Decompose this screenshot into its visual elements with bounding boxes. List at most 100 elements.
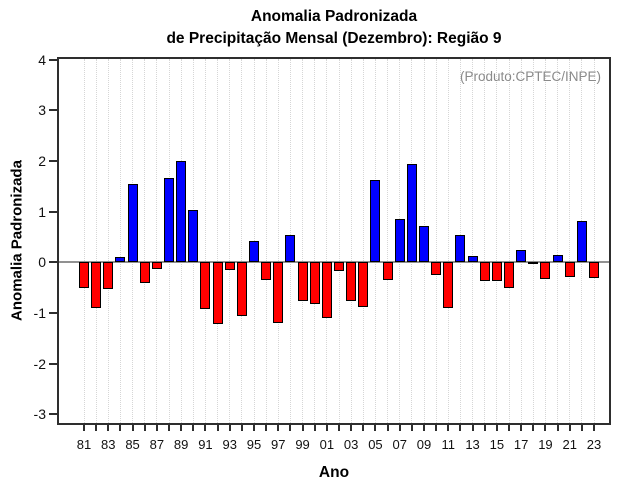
- y-tick: [49, 413, 57, 416]
- bar-84: [115, 257, 125, 262]
- bar-86: [140, 262, 150, 283]
- bar-00: [310, 262, 320, 304]
- x-tick: [95, 425, 98, 431]
- x-tick: [253, 425, 255, 431]
- y-tick-label: -3: [33, 406, 46, 423]
- x-tick: [423, 425, 425, 431]
- x-axis-title: Ano: [318, 464, 350, 481]
- x-tick: [338, 425, 340, 431]
- bar-87: [152, 262, 162, 269]
- bar-10: [431, 262, 441, 275]
- x-tick: [520, 425, 523, 431]
- gridline: [362, 59, 364, 423]
- bar-20: [553, 255, 563, 262]
- x-tick: [265, 425, 268, 431]
- gridline: [544, 59, 546, 423]
- bar-09: [419, 226, 429, 262]
- x-tick: [228, 425, 231, 431]
- bar-82: [91, 262, 101, 308]
- x-tick: [240, 425, 243, 431]
- x-tick: [119, 425, 122, 431]
- x-tick: [325, 425, 328, 431]
- y-tick-label: -1: [33, 305, 46, 321]
- bar-90: [188, 210, 198, 262]
- x-tick: [593, 425, 595, 431]
- bar-05: [370, 180, 380, 262]
- bar-93: [225, 262, 235, 270]
- bar-14: [480, 262, 490, 281]
- gridline: [83, 59, 85, 423]
- chart-title-line-2: de Precipitação Mensal (Dezembro): Regiã…: [166, 30, 502, 47]
- x-tick-label: 87: [149, 437, 165, 452]
- bar-85: [128, 184, 138, 262]
- x-tick: [386, 425, 389, 431]
- x-tick: [192, 425, 195, 431]
- bar-21: [565, 262, 575, 277]
- annotation-produto: (Produto:CPTEC/INPE): [459, 69, 601, 84]
- x-tick: [155, 425, 158, 431]
- bar-18: [528, 262, 538, 264]
- y-tick-label: 2: [38, 152, 46, 169]
- x-tick: [362, 425, 365, 431]
- x-tick-label: 89: [173, 437, 189, 452]
- x-tick-label: 07: [392, 437, 407, 452]
- gridline: [569, 59, 571, 423]
- x-tick: [508, 425, 510, 431]
- x-tick: [556, 425, 559, 431]
- x-tick: [301, 425, 304, 431]
- x-tick: [471, 425, 474, 431]
- x-tick-label: 01: [319, 437, 335, 452]
- gridline: [326, 59, 328, 423]
- x-tick-label: 95: [246, 437, 262, 452]
- bar-89: [176, 161, 186, 262]
- x-tick-label: 15: [489, 437, 505, 452]
- chart-title-line-1: Anomalia Padronizada: [250, 8, 418, 25]
- chart-title: Anomalia Padronizada de Precipitação Men…: [57, 6, 611, 50]
- x-tick-label: 21: [562, 437, 577, 452]
- x-tick: [131, 425, 134, 431]
- gridline: [484, 59, 486, 423]
- x-tick: [350, 425, 353, 431]
- y-tick: [49, 261, 57, 264]
- x-tick-label: 13: [465, 437, 480, 452]
- x-tick-label: 81: [76, 437, 92, 452]
- bar-19: [540, 262, 550, 279]
- x-tick-label: 03: [343, 437, 359, 452]
- x-tick: [544, 425, 547, 431]
- x-tick: [568, 425, 571, 431]
- y-tick: [49, 210, 57, 213]
- gridline: [229, 59, 231, 423]
- bar-88: [164, 178, 174, 262]
- x-tick: [495, 425, 498, 431]
- x-tick: [580, 425, 583, 431]
- bar-01: [322, 262, 332, 318]
- x-tick: [374, 425, 377, 431]
- bar-02: [334, 262, 344, 271]
- bar-06: [383, 262, 393, 280]
- x-tick: [204, 425, 207, 431]
- gridline: [387, 59, 389, 423]
- x-tick: [483, 425, 486, 431]
- gridline: [350, 59, 352, 423]
- gridline: [217, 59, 219, 423]
- x-tick: [447, 425, 450, 431]
- x-tick: [289, 425, 292, 431]
- x-tick: [410, 425, 413, 431]
- x-tick-label: 11: [441, 437, 456, 452]
- gridline: [338, 59, 340, 423]
- bar-12: [455, 235, 465, 262]
- x-tick: [107, 425, 110, 431]
- bar-03: [346, 262, 356, 301]
- bar-17: [516, 250, 526, 262]
- x-tick-label: 09: [416, 437, 432, 452]
- bar-99: [298, 262, 308, 301]
- gridline: [447, 59, 449, 423]
- gridline: [119, 59, 121, 423]
- gridline: [314, 59, 316, 423]
- x-tick: [313, 425, 316, 431]
- gridline: [156, 59, 158, 423]
- x-tick: [83, 425, 85, 431]
- gridline: [265, 59, 267, 423]
- x-tick-label: 91: [198, 437, 213, 452]
